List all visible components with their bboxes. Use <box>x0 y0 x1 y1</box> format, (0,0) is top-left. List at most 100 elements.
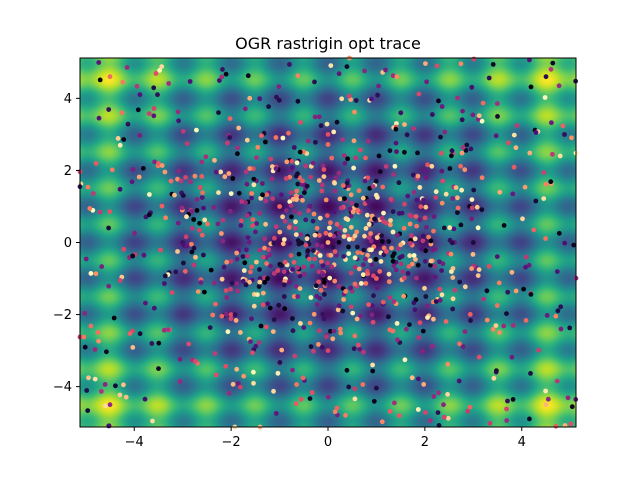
data-point <box>371 293 376 299</box>
data-point <box>247 95 253 101</box>
data-point <box>225 329 231 335</box>
data-point <box>194 208 200 213</box>
data-point <box>379 419 385 425</box>
data-point <box>391 299 397 304</box>
data-point <box>177 356 183 362</box>
data-point <box>422 285 427 291</box>
data-point <box>469 205 475 211</box>
data-point <box>562 132 567 137</box>
data-point <box>295 98 301 104</box>
data-point <box>352 264 358 270</box>
data-point <box>301 264 307 270</box>
data-point <box>205 221 210 227</box>
data-point <box>462 167 468 173</box>
data-point <box>393 126 399 132</box>
data-point <box>443 319 449 324</box>
data-point <box>268 156 274 162</box>
data-point <box>311 311 317 317</box>
data-point <box>436 390 441 396</box>
plot-area <box>77 55 579 430</box>
data-point <box>222 174 228 180</box>
data-point <box>284 208 289 214</box>
data-point <box>156 161 161 166</box>
data-point <box>212 280 217 286</box>
data-point <box>273 166 279 172</box>
data-point <box>513 145 519 151</box>
data-point <box>372 216 377 222</box>
data-point <box>510 397 516 402</box>
data-point <box>331 209 337 215</box>
data-point <box>361 247 367 253</box>
data-point <box>456 378 462 384</box>
data-point <box>297 211 302 216</box>
data-point <box>344 180 350 186</box>
data-point <box>230 381 236 387</box>
data-point <box>368 231 373 236</box>
data-point <box>186 341 192 347</box>
data-point <box>437 286 443 292</box>
data-point <box>97 77 103 83</box>
data-point <box>411 126 417 131</box>
data-point <box>228 316 234 322</box>
data-point <box>109 167 115 173</box>
data-point <box>371 398 377 404</box>
data-point <box>262 245 267 251</box>
data-point <box>387 327 393 333</box>
data-point <box>363 281 369 286</box>
data-point <box>332 249 338 255</box>
data-point <box>289 190 294 195</box>
data-point <box>494 254 500 259</box>
data-point <box>176 118 182 124</box>
data-point <box>193 254 198 260</box>
data-point <box>469 216 474 222</box>
data-point <box>425 315 430 320</box>
data-point <box>351 165 356 171</box>
data-point <box>319 259 324 264</box>
data-point <box>343 289 348 294</box>
data-point <box>339 96 345 102</box>
data-point <box>384 249 389 254</box>
data-point <box>387 295 393 300</box>
data-point <box>284 159 290 165</box>
data-point <box>270 196 275 202</box>
data-point <box>132 230 138 236</box>
data-point <box>199 195 205 201</box>
data-point <box>569 135 574 141</box>
data-point <box>422 215 428 221</box>
data-point <box>345 217 351 223</box>
data-point <box>219 231 224 236</box>
data-point <box>295 265 300 271</box>
data-point <box>87 206 93 211</box>
data-point <box>172 192 177 198</box>
data-point <box>268 263 273 269</box>
data-point <box>319 182 325 188</box>
data-point <box>431 316 436 322</box>
data-point <box>329 264 335 270</box>
data-point <box>212 351 218 356</box>
x-tick-label: −4 <box>125 435 144 450</box>
data-point <box>275 268 281 273</box>
data-point <box>321 279 327 285</box>
data-point <box>399 210 405 216</box>
data-point <box>161 327 167 333</box>
data-point <box>106 107 112 112</box>
data-point <box>316 279 321 285</box>
data-point <box>396 413 402 418</box>
data-point <box>234 281 240 287</box>
data-point <box>266 247 271 253</box>
data-point <box>288 253 294 258</box>
data-point <box>121 382 126 388</box>
data-point <box>201 252 206 258</box>
data-point <box>247 279 252 285</box>
data-point <box>295 181 301 187</box>
data-point <box>255 144 261 150</box>
data-point <box>352 281 358 287</box>
data-point <box>523 264 528 270</box>
data-point <box>423 204 429 210</box>
data-point <box>427 418 433 424</box>
data-point <box>363 155 368 161</box>
data-point <box>293 173 299 179</box>
data-point <box>395 246 401 251</box>
data-point <box>455 195 460 201</box>
data-point <box>365 175 371 181</box>
